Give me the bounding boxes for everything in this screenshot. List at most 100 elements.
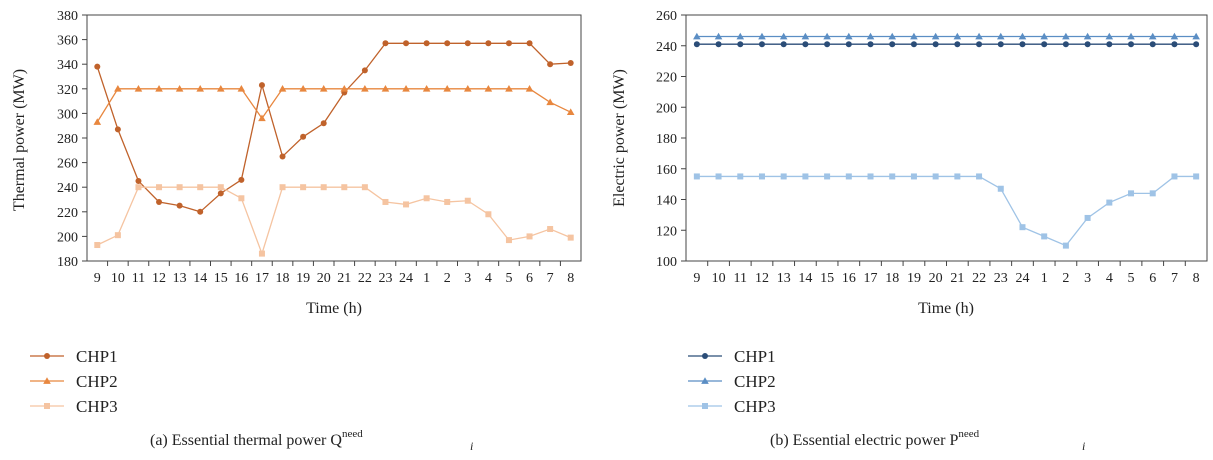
data-point — [1041, 233, 1048, 240]
data-point — [1019, 224, 1026, 231]
x-axis-title: Time (h) — [918, 300, 974, 317]
data-point — [910, 32, 918, 40]
data-point — [910, 173, 917, 180]
data-point — [361, 85, 369, 92]
data-point — [175, 85, 184, 92]
x-tick-label: 13 — [173, 271, 187, 286]
data-point — [526, 40, 533, 47]
x-tick-label: 8 — [567, 271, 574, 286]
data-point — [526, 233, 533, 240]
data-point — [300, 184, 307, 191]
plot-frame — [86, 14, 582, 262]
data-point — [94, 242, 101, 249]
data-point — [737, 173, 744, 180]
series-chp3 — [693, 173, 1200, 249]
legend-marker — [44, 353, 50, 359]
y-tick-label: 180 — [656, 132, 677, 147]
data-point — [758, 173, 765, 180]
data-point — [505, 85, 513, 92]
data-point — [1018, 32, 1027, 40]
x-tick-label: 15 — [820, 271, 834, 286]
data-point — [1192, 32, 1200, 40]
data-point — [888, 32, 897, 40]
data-point — [802, 41, 809, 48]
x-tick-label: 6 — [1149, 271, 1156, 286]
data-point — [361, 67, 368, 74]
data-point — [801, 32, 810, 40]
data-point — [444, 198, 451, 205]
y-axis-title: Electric power (MW) — [611, 69, 628, 207]
legend-item-chp1: CHP1 — [30, 347, 118, 366]
x-tick-label: 11 — [734, 271, 747, 286]
y-tick-label: 260 — [656, 9, 677, 24]
data-point — [867, 173, 874, 180]
data-point — [779, 32, 788, 40]
data-point — [485, 211, 492, 218]
series-chp3 — [94, 184, 574, 257]
data-point — [1193, 41, 1200, 48]
x-tick-label: 2 — [444, 271, 451, 286]
x-tick-label: 18 — [276, 271, 290, 286]
series-line — [96, 42, 571, 213]
x-tick-label: 6 — [526, 271, 533, 286]
data-point — [976, 41, 983, 48]
caption-text: (b) Essential electric power P — [770, 432, 958, 449]
y-tick-label: 180 — [57, 255, 78, 270]
y-tick-label: 220 — [656, 71, 677, 86]
data-point — [300, 133, 307, 140]
chart-caption: (a) Essential thermal power Qneed — [150, 428, 363, 449]
data-point — [320, 184, 327, 191]
data-point — [505, 40, 512, 47]
data-point — [176, 184, 183, 191]
data-point — [217, 190, 224, 197]
legend-marker — [43, 377, 51, 384]
y-tick-label: 340 — [57, 58, 78, 73]
data-point — [1127, 32, 1135, 40]
y-tick-label: 280 — [57, 132, 78, 147]
y-tick-label: 100 — [656, 255, 677, 270]
data-point — [94, 63, 101, 70]
x-tick-label: 10 — [111, 271, 125, 286]
series-line — [96, 88, 571, 123]
data-point — [547, 226, 554, 233]
x-tick-label: 1 — [423, 271, 430, 286]
y-tick-label: 320 — [57, 83, 78, 98]
data-point — [546, 98, 554, 106]
data-point — [758, 32, 766, 40]
legend-item-chp1: CHP1 — [688, 347, 776, 366]
plot-frame — [685, 14, 1208, 262]
x-axis-title: Time (h) — [306, 300, 362, 317]
y-tick-label: 240 — [656, 40, 677, 55]
data-point — [932, 173, 939, 180]
data-point — [1041, 41, 1048, 48]
data-point — [976, 173, 983, 180]
data-point — [1170, 32, 1179, 40]
data-point — [866, 32, 875, 40]
data-point — [1148, 32, 1157, 40]
data-point — [485, 40, 492, 47]
data-point — [1171, 173, 1178, 180]
data-point — [1062, 41, 1069, 48]
chart-panel-thermal: Thermal power (MW) Time (h) (a) Essentia… — [11, 9, 582, 453]
data-point — [693, 173, 700, 180]
data-point — [736, 32, 745, 40]
data-point — [299, 85, 307, 92]
data-point — [484, 85, 493, 92]
x-tick-label: 5 — [505, 271, 512, 286]
x-tick-label: 19 — [296, 271, 310, 286]
data-point — [197, 208, 204, 215]
x-tick-label: 2 — [1062, 271, 1069, 286]
data-point — [525, 85, 534, 92]
data-point — [320, 120, 327, 127]
y-tick-label: 220 — [57, 206, 78, 221]
data-point — [714, 32, 723, 40]
x-tick-label: 15 — [214, 271, 228, 286]
y-tick-label: 240 — [57, 181, 78, 196]
data-point — [931, 32, 940, 40]
y-axis-title: Thermal power (MW) — [11, 69, 28, 211]
x-tick-label: 16 — [842, 271, 856, 286]
data-point — [867, 41, 874, 48]
data-point — [780, 41, 787, 48]
x-tick-label: 24 — [1015, 271, 1029, 286]
caption-superscript: need — [342, 428, 363, 440]
